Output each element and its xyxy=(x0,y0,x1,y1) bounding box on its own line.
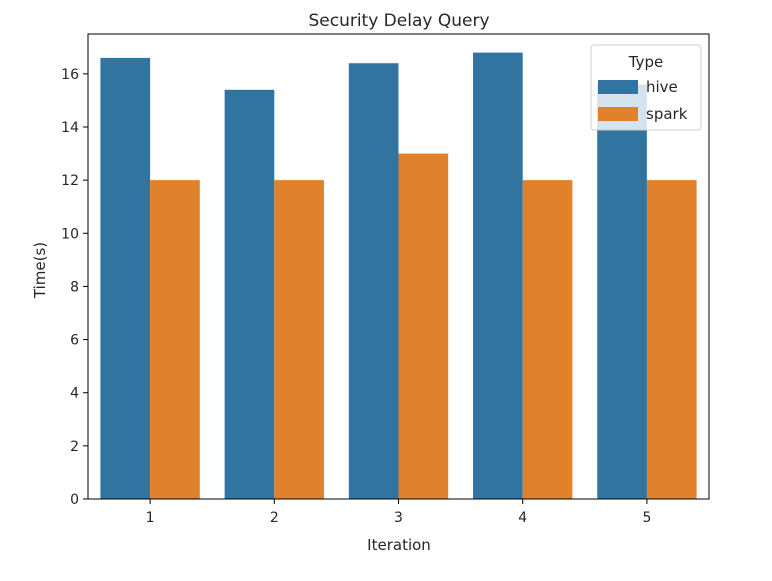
legend-title: Type xyxy=(628,53,663,71)
x-tick-label: 4 xyxy=(518,510,527,526)
bar-spark-3 xyxy=(398,153,449,499)
bar-spark-2 xyxy=(274,180,324,499)
bar-hive-2 xyxy=(224,89,275,500)
legend-swatch-hive xyxy=(598,80,638,94)
y-tick-label: 4 xyxy=(70,386,79,402)
bar-spark-5 xyxy=(646,180,697,499)
x-axis-label: Iteration xyxy=(367,536,431,554)
y-axis-label: Time(s) xyxy=(31,242,49,299)
x-axis: 1 2 3 4 5 xyxy=(146,499,651,526)
y-tick-label: 10 xyxy=(61,226,79,242)
y-tick-label: 16 xyxy=(61,67,79,83)
plot-area xyxy=(87,33,710,500)
y-tick-label: 0 xyxy=(70,492,79,508)
x-tick-label: 1 xyxy=(146,510,155,526)
bar-hive-1 xyxy=(100,57,151,499)
bar-hive-4 xyxy=(473,52,523,499)
legend-label-hive: hive xyxy=(646,78,678,96)
bar-spark-1 xyxy=(150,180,200,499)
bar-hive-3 xyxy=(348,63,399,499)
y-tick-label: 6 xyxy=(70,333,79,349)
y-tick-label: 14 xyxy=(61,120,79,136)
y-tick-label: 8 xyxy=(70,279,79,295)
x-tick-label: 2 xyxy=(270,510,279,526)
legend-swatch-spark xyxy=(598,107,638,121)
x-tick-label: 3 xyxy=(394,510,403,526)
y-axis: 0 2 4 6 8 10 12 14 16 xyxy=(61,67,88,508)
y-tick-label: 12 xyxy=(61,173,79,189)
legend: Type hive spark xyxy=(590,44,702,131)
bar-spark-4 xyxy=(522,180,573,499)
chart-title: Security Delay Query xyxy=(308,11,489,31)
legend-label-spark: spark xyxy=(646,105,688,123)
y-tick-label: 2 xyxy=(70,439,79,455)
legend-items: hive spark xyxy=(598,78,688,123)
x-tick-label: 5 xyxy=(642,510,651,526)
bar-hive-5 xyxy=(597,84,647,500)
